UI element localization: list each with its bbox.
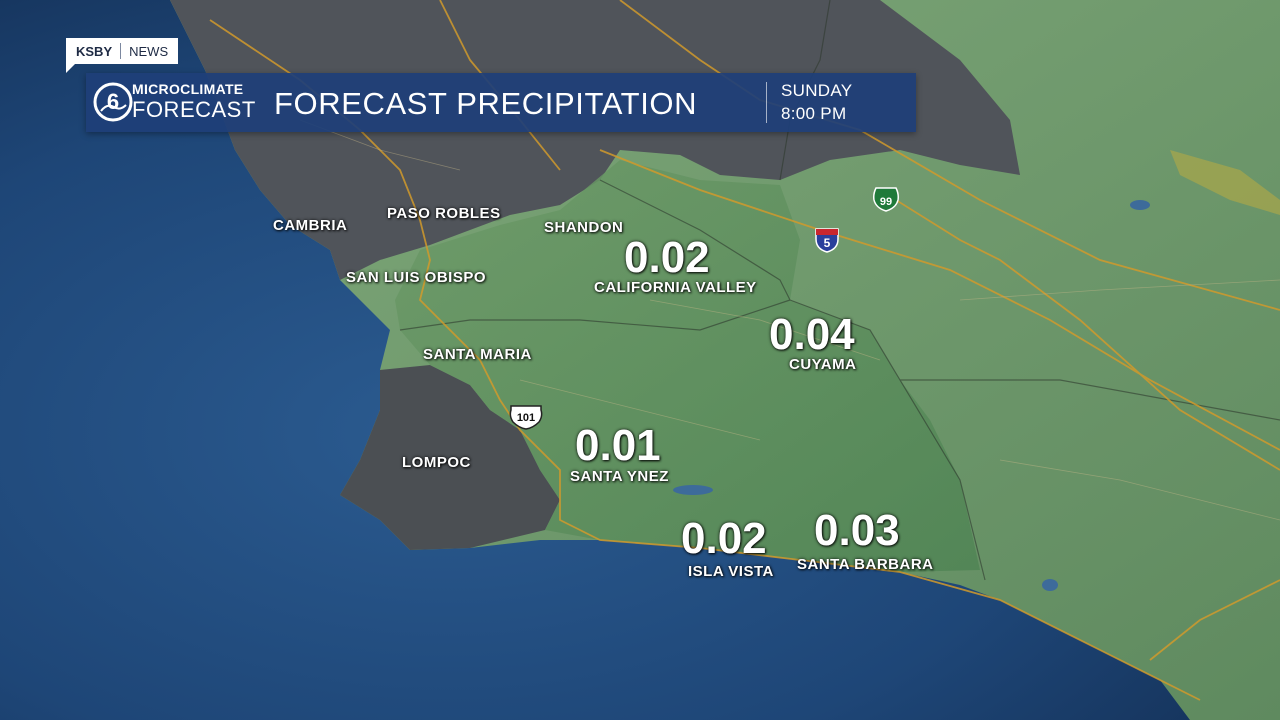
interstate-5-shield: 5 — [815, 228, 839, 253]
city-label-cambria: CAMBRIA — [273, 217, 348, 234]
us-101-shield: 101 — [509, 405, 543, 430]
logo-numeral: 6 — [107, 89, 119, 114]
station-bug-divider — [120, 43, 122, 59]
title-banner: 6 MICROCLIMATE FORECAST FORECAST PRECIPI… — [86, 73, 916, 132]
banner-divider — [766, 82, 767, 123]
city-label-santa-barbara: SANTA BARBARA — [797, 556, 934, 573]
city-label-paso-robles: PASO ROBLES — [387, 205, 501, 222]
city-label-lompoc: LOMPOC — [402, 454, 471, 471]
lake — [673, 485, 713, 495]
terrain-patch-ne — [1170, 150, 1280, 215]
city-label-cuyama: CUYAMA — [789, 356, 857, 373]
precip-value-cuyama: 0.04 — [769, 310, 855, 359]
dry-terrain-north — [170, 0, 1020, 280]
city-label-santa-ynez: SANTA YNEZ — [570, 468, 669, 485]
precip-value-isla-vista: 0.02 — [681, 514, 767, 563]
logo-text-forecast: FORECAST — [132, 97, 256, 122]
precip-value-santa-barbara: 0.03 — [814, 506, 900, 555]
minor-roads — [299, 119, 1280, 521]
ca-99-number: 99 — [880, 196, 892, 208]
station-bug: KSBY NEWS — [66, 38, 179, 73]
forecast-time: 8:00 PM — [781, 104, 847, 123]
ca-99-shield: 99 — [873, 187, 899, 212]
precip-value-santa-ynez: 0.01 — [575, 421, 661, 470]
city-label-san-luis-obispo: SAN LUIS OBISPO — [346, 269, 487, 286]
forecast-day: SUNDAY — [781, 81, 853, 100]
station-network: NEWS — [129, 43, 169, 59]
banner-title: FORECAST PRECIPITATION — [274, 86, 698, 121]
channel-6-logo-icon: 6 — [93, 82, 133, 122]
station-bug-tail — [66, 64, 75, 73]
lake — [1130, 200, 1150, 210]
lake — [1042, 579, 1058, 591]
interstate-5-number: 5 — [824, 236, 831, 250]
dry-terrain-coast — [340, 365, 560, 550]
station-call-sign: KSBY — [76, 43, 113, 59]
microclimate-logo: 6 MICROCLIMATE FORECAST — [86, 73, 256, 132]
city-label-santa-maria: SANTA MARIA — [423, 346, 532, 363]
rain-shading — [395, 160, 980, 572]
city-label-isla-vista: ISLA VISTA — [688, 563, 774, 580]
city-label-shandon: SHANDON — [544, 219, 624, 236]
precip-value-california-valley: 0.02 — [624, 233, 710, 282]
logo-text-microclimate: MICROCLIMATE — [132, 81, 244, 97]
county-borders — [399, 0, 1280, 581]
city-label-california-valley: CALIFORNIA VALLEY — [594, 279, 757, 296]
us-101-number: 101 — [517, 412, 535, 424]
